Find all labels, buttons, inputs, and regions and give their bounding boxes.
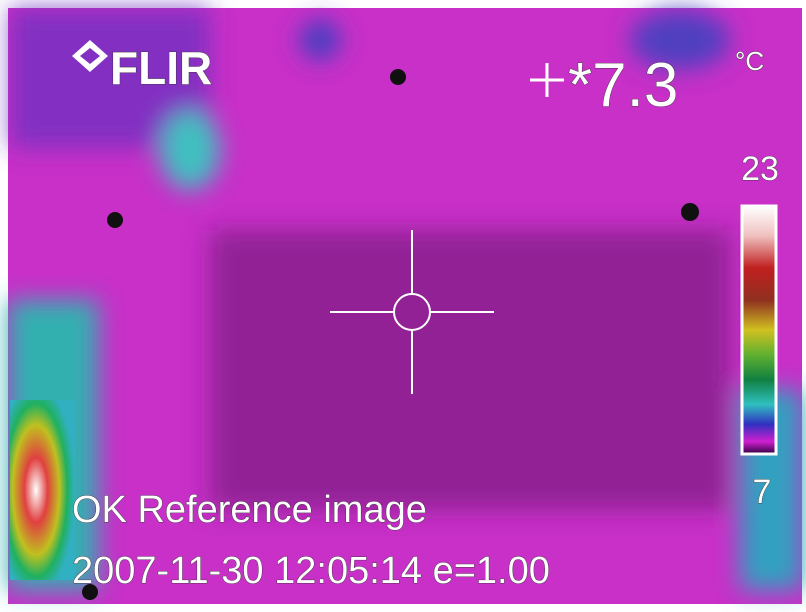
- hot-object: [10, 400, 75, 580]
- color-scale: [742, 206, 776, 454]
- spot-reading: *7.3: [568, 51, 678, 120]
- thermal-image: FLIR *7.3 °C 23 7 OK Reference image 200…: [0, 0, 806, 612]
- brand: FLIR: [110, 42, 212, 94]
- scale-max: 23: [741, 150, 779, 188]
- unit: °C: [735, 46, 764, 76]
- scale-min: 7: [753, 473, 772, 511]
- info: 2007-11-30 12:05:14 e=1.00: [72, 550, 550, 592]
- status: OK Reference image: [72, 489, 427, 531]
